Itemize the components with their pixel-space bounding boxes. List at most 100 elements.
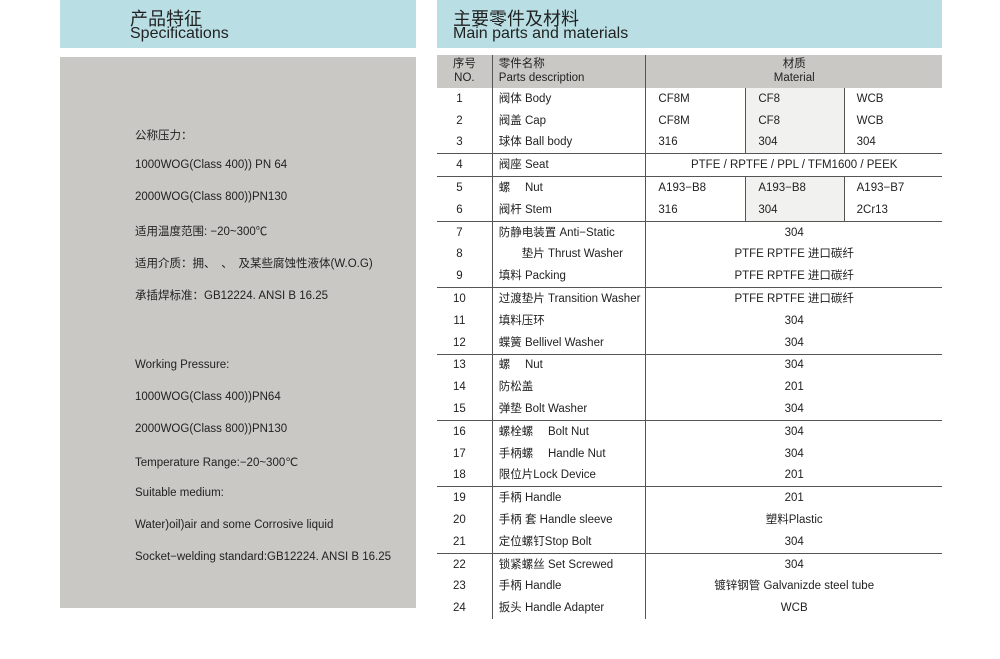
row-no: 15 bbox=[452, 403, 466, 416]
row-desc: 球体 Ball body bbox=[491, 131, 646, 154]
table-row: 21 定位螺钉Stop Bolt 304 bbox=[437, 530, 942, 554]
table-row: 19 手柄 Handle 201 bbox=[437, 486, 942, 510]
row-desc: 手柄螺 Handle Nut bbox=[491, 442, 646, 465]
material-cell: 塑料Plastic bbox=[645, 509, 942, 531]
table-row: 2 阀盖 Cap CF8M CF8 WCB bbox=[437, 109, 942, 132]
header-desc-en: Parts description bbox=[498, 72, 585, 84]
header-desc-zh: 零件名称 bbox=[498, 58, 545, 70]
spec-line: Temperature Range:−20~300℃ bbox=[135, 457, 299, 469]
row-no: 24 bbox=[452, 602, 466, 615]
row-no: 14 bbox=[452, 381, 466, 394]
table-row: 8 垫片 Thrust Washer PTFE RPTFE 进口碳纤 bbox=[437, 243, 942, 266]
row-desc: 手柄 Handle bbox=[491, 486, 646, 510]
row-desc: 螺 Nut bbox=[491, 353, 646, 377]
row-desc: 阀座 Seat bbox=[491, 153, 646, 177]
row-desc: 垫片 Thrust Washer bbox=[491, 243, 646, 266]
table-row: 22 锁紧螺丝 Set Screwed 304 bbox=[437, 552, 942, 576]
row-desc: 定位螺钉Stop Bolt bbox=[491, 530, 646, 554]
specifications-panel: 公称压力： 1000WOG(Class 400)) PN 64 2000WOG(Cl… bbox=[60, 57, 416, 608]
row-desc: 手柄 Handle bbox=[491, 575, 646, 598]
table-row: 16 螺栓螺 Bolt Nut 304 bbox=[437, 419, 942, 443]
row-desc: 螺 Nut bbox=[491, 176, 646, 199]
table-row: 15 弹垫 Bolt Washer 304 bbox=[437, 398, 942, 421]
row-desc: 过渡垫片 Transition Washer bbox=[491, 287, 646, 310]
material-cell: PTFE / RPTFE / PPL / TFM1600 / PEEK bbox=[645, 153, 942, 177]
material-cell: 304 bbox=[645, 552, 942, 576]
spec-line: 2000WOG(Class 800))PN130 bbox=[135, 191, 288, 203]
table-row: 9 填料 Packing PTFE RPTFE 进口碳纤 bbox=[437, 265, 942, 288]
spec-line: 1000WOG(Class 400)) PN 64 bbox=[135, 159, 288, 171]
material-cell: WCB bbox=[645, 597, 942, 620]
material-cell: 304 bbox=[645, 442, 942, 465]
row-desc: 限位片Lock Device bbox=[491, 464, 646, 487]
spec-line: 公称压力： bbox=[135, 130, 193, 142]
row-no: 20 bbox=[452, 514, 466, 527]
material-cell: 304 bbox=[645, 398, 942, 421]
row-no: 13 bbox=[437, 353, 493, 377]
row-no: 1 bbox=[456, 92, 463, 105]
material-cell: CF8 bbox=[745, 109, 845, 132]
spec-line: 适用介质：拥、 、 及某些腐蚀性液体(W.O.G) bbox=[135, 258, 373, 270]
material-cell: CF8 bbox=[745, 88, 845, 110]
material-cell: PTFE RPTFE 进口碳纤 bbox=[645, 243, 942, 266]
material-cell: 304 bbox=[645, 309, 942, 332]
spec-line: 2000WOG(Class 800))PN130 bbox=[135, 423, 288, 435]
row-no: 21 bbox=[452, 535, 466, 548]
row-desc: 阀杆 Stem bbox=[491, 198, 646, 222]
row-no: 8 bbox=[456, 248, 463, 261]
material-cell: 2Cr13 bbox=[843, 198, 942, 222]
table-row: 18 限位片Lock Device 201 bbox=[437, 464, 942, 487]
table-row: 4 阀座 Seat PTFE / RPTFE / PPL / TFM1600 / P… bbox=[437, 153, 942, 177]
row-no: 23 bbox=[452, 580, 466, 593]
table-row: 10 过渡垫片 Transition Washer PTFE RPTFE 进口碳纤 bbox=[437, 287, 942, 310]
material-cell: 316 bbox=[645, 198, 746, 222]
row-no: 22 bbox=[437, 552, 493, 576]
row-desc: 手柄 套 Handle sleeve bbox=[491, 509, 646, 531]
material-cell: 304 bbox=[645, 353, 942, 377]
row-desc: 螺栓螺 Bolt Nut bbox=[491, 419, 646, 443]
row-desc: 防松盖 bbox=[491, 376, 646, 399]
table-row: 7 防静电装置 Anti−Static 304 bbox=[437, 220, 942, 244]
material-cell: PTFE RPTFE 进口碳纤 bbox=[645, 265, 942, 288]
row-no: 5 bbox=[437, 176, 493, 199]
row-no: 17 bbox=[452, 447, 466, 460]
parts-table: 序号 NO. 零件名称 Parts description 材质 Material 1… bbox=[437, 55, 942, 620]
table-row: 23 手柄 Handle 镀锌钢管 Galvanizde steel tube bbox=[437, 575, 942, 598]
table-row: 14 防松盖 201 bbox=[437, 376, 942, 399]
row-desc: 扳头 Handle Adapter bbox=[491, 597, 646, 620]
material-cell: 304 bbox=[645, 331, 942, 355]
table-row: 24 扳头 Handle Adapter WCB bbox=[437, 597, 942, 620]
table-row: 11 填料压环 304 bbox=[437, 309, 942, 332]
material-cell: 304 bbox=[745, 198, 845, 222]
material-cell: WCB bbox=[843, 88, 942, 110]
row-no: 10 bbox=[437, 287, 493, 310]
header-no-en: NO. bbox=[454, 72, 475, 84]
material-cell: 316 bbox=[645, 131, 746, 154]
material-cell: PTFE RPTFE 进口碳纤 bbox=[645, 287, 942, 310]
row-no: 3 bbox=[456, 136, 463, 149]
material-cell: 304 bbox=[843, 131, 942, 154]
row-desc: 填料压环 bbox=[491, 309, 646, 332]
table-row: 12 蝶簧 Bellivel Washer 304 bbox=[437, 331, 942, 355]
material-cell: A193−B7 bbox=[843, 176, 942, 199]
row-desc: 蝶簧 Bellivel Washer bbox=[491, 331, 646, 355]
row-desc: 锁紧螺丝 Set Screwed bbox=[491, 552, 646, 576]
spec-line: Socket−welding standard:GB12224. ANSI B … bbox=[135, 551, 392, 563]
header-no-zh: 序号 bbox=[452, 58, 476, 70]
material-cell: A193−B8 bbox=[745, 176, 845, 199]
spec-line: 1000WOG(Class 400))PN64 bbox=[135, 391, 281, 403]
row-no: 18 bbox=[452, 469, 466, 482]
row-desc: 阀盖 Cap bbox=[491, 109, 646, 132]
row-no: 7 bbox=[437, 220, 493, 244]
material-cell: 304 bbox=[745, 131, 845, 154]
spec-line: 承插焊标准：GB12224. ANSI B 16.25 bbox=[135, 290, 329, 302]
table-row: 13 螺 Nut 304 bbox=[437, 353, 942, 377]
material-cell: A193−B8 bbox=[645, 176, 746, 199]
spec-line: 适用温度范围: −20~300℃ bbox=[135, 226, 268, 238]
material-cell: 201 bbox=[645, 464, 942, 487]
parts-header: 主要零件及材料 Main parts and materials bbox=[437, 0, 942, 48]
row-desc: 防静电装置 Anti−Static bbox=[491, 220, 646, 244]
spec-line: Suitable medium: bbox=[135, 487, 224, 499]
material-cell: CF8M bbox=[645, 109, 746, 132]
